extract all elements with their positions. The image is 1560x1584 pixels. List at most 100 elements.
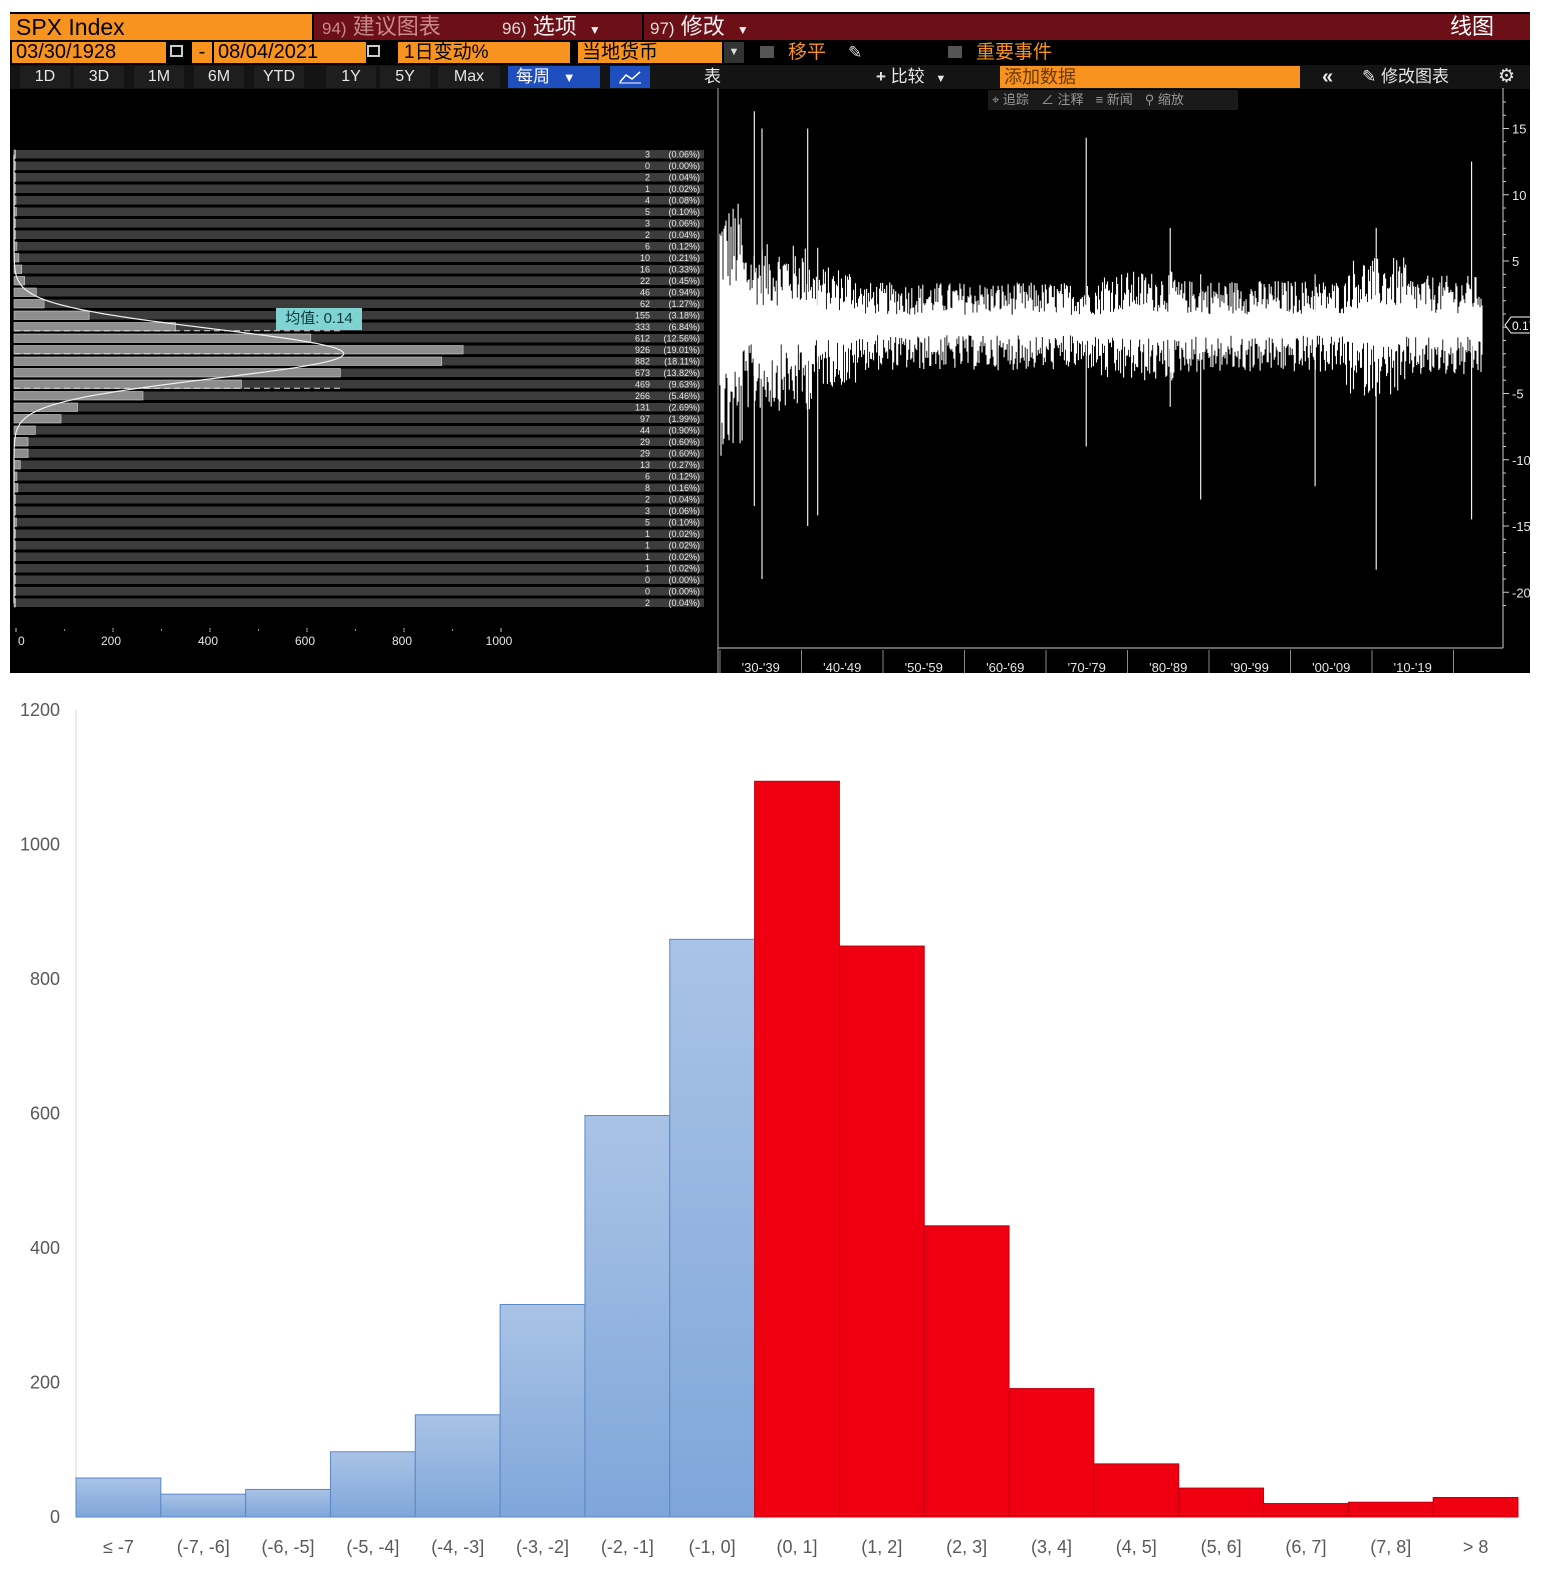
histogram-percent-label: (0.02%) xyxy=(668,552,700,562)
currency-selector[interactable]: 当地货币 xyxy=(578,42,722,63)
histogram-percent-label: (0.06%) xyxy=(668,219,700,229)
period-button-1m[interactable]: 1M xyxy=(134,66,184,88)
distribution-bar xyxy=(1347,1501,1434,1518)
menu-edit-label: 修改 xyxy=(680,14,725,39)
distribution-bar xyxy=(414,1414,501,1518)
histogram-bar xyxy=(13,264,23,274)
tool-3[interactable]: ⚲ 缩放 xyxy=(1144,92,1184,107)
time-series-y-tick-label: 5 xyxy=(1512,254,1519,269)
histogram-count-label: 1 xyxy=(645,552,650,562)
histogram-count-label: 29 xyxy=(640,437,650,447)
main-x-tick-label: (0, 1] xyxy=(776,1537,817,1557)
calendar-icon[interactable] xyxy=(367,45,380,57)
period-button-5y[interactable]: 5Y xyxy=(380,66,430,88)
calendar-icon[interactable] xyxy=(170,45,183,57)
histogram-x-tick-label: 1000 xyxy=(486,634,513,648)
pencil-icon[interactable]: ✎ xyxy=(848,43,863,62)
histogram-count-label: 1 xyxy=(645,529,650,539)
histogram-row-band xyxy=(14,437,704,446)
histogram-percent-label: (0.10%) xyxy=(668,518,700,528)
start-date-field[interactable]: 03/30/1928 xyxy=(12,42,166,63)
period-button-ytd[interactable]: YTD xyxy=(254,66,304,88)
security-field[interactable]: SPX Index xyxy=(10,14,312,40)
main-x-tick-label: (-3, -2] xyxy=(516,1537,569,1557)
histogram-row-band xyxy=(14,575,704,584)
main-y-tick-label: 400 xyxy=(30,1238,60,1258)
histogram-row-band xyxy=(14,414,704,423)
histogram-row-band xyxy=(14,598,704,607)
histogram-bar xyxy=(13,276,25,286)
histogram-bar xyxy=(13,322,176,332)
histogram-row-band xyxy=(14,518,704,527)
histogram-row-band xyxy=(14,472,704,481)
histogram-count-label: 882 xyxy=(635,357,650,367)
period-button-1d[interactable]: 1D xyxy=(20,66,70,88)
main-x-tick-label: (-1, 0] xyxy=(689,1537,736,1557)
tools-list: ⌖ 追踪 ∠ 注释 ≡ 新闻 ⚲ 缩放 xyxy=(992,90,1196,110)
histogram-percent-label: (5.46%) xyxy=(668,391,700,401)
main-x-tick-label: (6, 7] xyxy=(1285,1537,1326,1557)
gear-icon[interactable]: ⚙ xyxy=(1498,66,1516,87)
period-button-3d[interactable]: 3D xyxy=(74,66,124,88)
histogram-percent-label: (6.84%) xyxy=(668,322,700,332)
histogram-percent-label: (0.60%) xyxy=(668,437,700,447)
histogram-x-tick-label: 200 xyxy=(101,634,121,648)
tool-1[interactable]: ∠ 注释 xyxy=(1040,92,1084,107)
histogram-row-band xyxy=(14,460,704,469)
events-label: 重要事件 xyxy=(976,42,1053,63)
histogram-bar xyxy=(13,425,36,435)
histogram-count-label: 266 xyxy=(635,391,650,401)
chevron-down-icon: ▼ xyxy=(588,23,601,37)
chevron-down-icon[interactable]: ▼ xyxy=(724,42,744,63)
field-selector[interactable]: 1日变动% xyxy=(398,42,570,63)
histogram-count-label: 44 xyxy=(640,426,650,436)
distribution-bar xyxy=(329,1451,416,1518)
histogram-count-label: 4 xyxy=(645,196,650,206)
time-series-y-tick-label: 10 xyxy=(1512,188,1526,203)
main-x-tick-label: (7, 8] xyxy=(1370,1537,1411,1557)
histogram-count-label: 1 xyxy=(645,541,650,551)
shift-checkbox[interactable] xyxy=(760,46,774,58)
histogram-count-label: 333 xyxy=(635,322,650,332)
main-y-tick-label: 0 xyxy=(50,1507,60,1527)
menu-options[interactable]: 96) 选项 ▼ xyxy=(496,14,642,40)
period-button-6m[interactable]: 6M xyxy=(194,66,244,88)
histogram-percent-label: (0.00%) xyxy=(668,161,700,171)
main-x-tick-label: (-5, -4] xyxy=(346,1537,399,1557)
histogram-percent-label: (0.12%) xyxy=(668,242,700,252)
time-series-y-tick-label: -20 xyxy=(1512,585,1530,600)
histogram-row-band xyxy=(14,150,704,159)
events-checkbox[interactable] xyxy=(948,46,962,58)
end-date-field[interactable]: 08/04/2021 xyxy=(214,42,366,63)
collapse-icon[interactable]: « xyxy=(1322,66,1334,88)
main-y-tick-label: 800 xyxy=(30,969,60,989)
add-data-input[interactable]: 添加数据 xyxy=(1000,66,1300,88)
edit-chart-button[interactable]: ✎ 修改图表 xyxy=(1362,66,1449,88)
histogram-row-band xyxy=(14,276,704,285)
histogram-bar xyxy=(13,379,242,389)
time-series-x-tick-label: '10-'19 xyxy=(1394,660,1432,673)
histogram-percent-label: (12.56%) xyxy=(663,334,700,344)
menu-edit[interactable]: 97) 修改 ▼ xyxy=(644,14,790,40)
histogram-row-band xyxy=(14,380,704,389)
histogram-row-band xyxy=(14,196,704,205)
tool-2[interactable]: ≡ 新闻 xyxy=(1095,92,1133,107)
histogram-percent-label: (0.08%) xyxy=(668,196,700,206)
histogram-bar xyxy=(13,345,464,355)
table-button[interactable]: 表 xyxy=(704,67,721,86)
returns-spikes xyxy=(753,111,1473,579)
triangle-down-icon: ▼ xyxy=(562,70,576,85)
time-series-x-tick-label: '00-'09 xyxy=(1312,660,1350,673)
frequency-selector[interactable]: 每周 ▼ xyxy=(508,66,600,88)
tool-0[interactable]: ⌖ 追踪 xyxy=(992,92,1029,107)
chart-type-label[interactable]: 线图 xyxy=(1450,14,1495,39)
time-series-x-tick-label: '80-'89 xyxy=(1149,660,1187,673)
menu-suggest-charts[interactable]: 94) 建议图表 xyxy=(314,14,498,40)
histogram-percent-label: (19.01%) xyxy=(663,345,700,355)
period-button-max[interactable]: Max xyxy=(438,66,500,88)
line-chart-icon[interactable] xyxy=(610,66,650,88)
compare-button[interactable]: + 比较 ▼ xyxy=(876,66,946,88)
histogram-row-band xyxy=(14,265,704,274)
period-button-1y[interactable]: 1Y xyxy=(326,66,376,88)
histogram-count-label: 2 xyxy=(645,173,650,183)
